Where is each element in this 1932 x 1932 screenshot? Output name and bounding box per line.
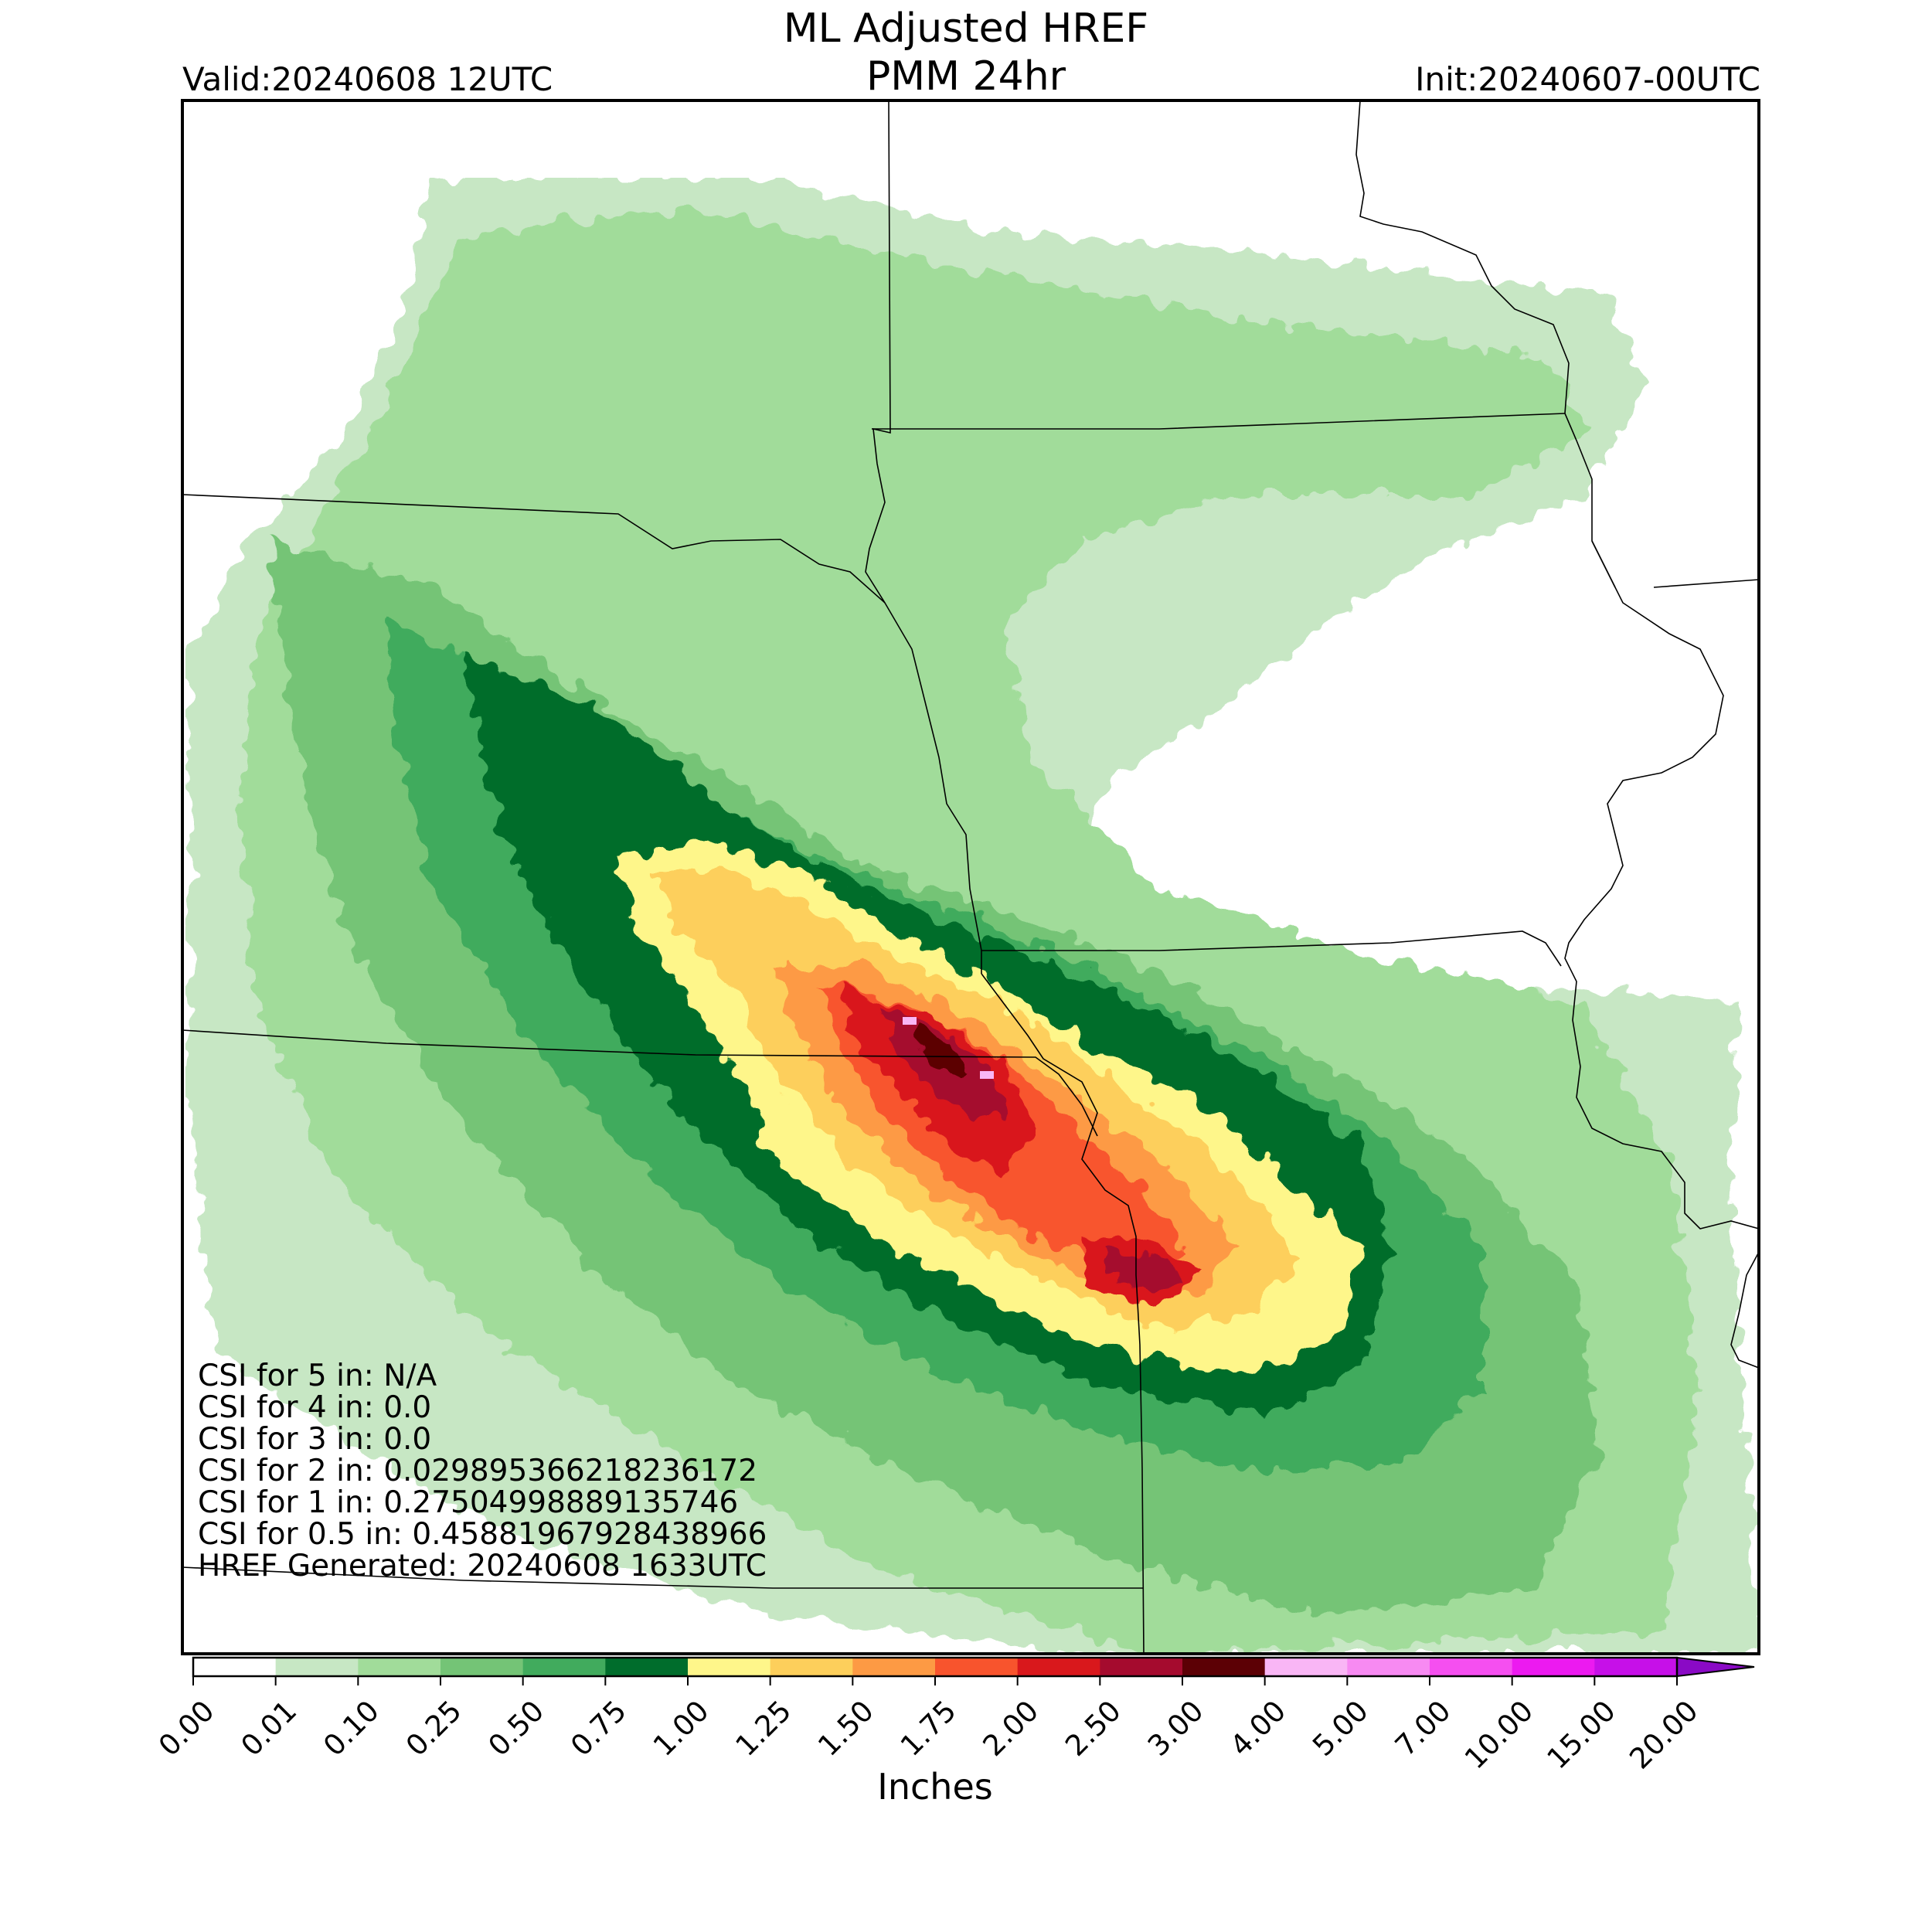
colorbar-tick-label: 1.50 bbox=[811, 1694, 880, 1763]
colorbar-segment bbox=[1430, 1658, 1513, 1676]
colorbar-segment bbox=[1512, 1658, 1595, 1676]
colorbar-segment bbox=[275, 1658, 359, 1676]
state-borders bbox=[182, 100, 1759, 1654]
colorbar-segment bbox=[935, 1658, 1019, 1676]
colorbar-tick-label: 2.50 bbox=[1059, 1694, 1128, 1763]
colorbar-segments bbox=[192, 1656, 1755, 1678]
colorbar-tick-label: 15.00 bbox=[1541, 1694, 1622, 1775]
precipitation-field bbox=[182, 100, 1759, 1654]
state-border-wi-il bbox=[1653, 579, 1759, 588]
colorbar-tick-label: 0.50 bbox=[482, 1694, 551, 1763]
csi-stats-block: CSI for 5 in: N/A CSI for 4 in: 0.0 CSI fo… bbox=[198, 1360, 767, 1582]
csi-05in: CSI for 0.5 in: 0.45881967928438966 bbox=[198, 1517, 767, 1552]
state-border-ia-east bbox=[1564, 540, 1759, 1230]
colorbar-tick-label: 4.00 bbox=[1224, 1694, 1293, 1763]
colorbar-tick-label: 0.01 bbox=[235, 1694, 304, 1763]
state-border-ne-ia bbox=[981, 973, 1137, 1275]
colorbar-segment bbox=[605, 1658, 689, 1676]
colorbar-ticks: 0.00 0.01 0.10 0.25 0.50 0.75 1.00 1.25 1.50 1.75… bbox=[152, 1676, 1705, 1776]
colorbar-tick-label: 1.00 bbox=[647, 1694, 716, 1763]
colorbar-segment bbox=[770, 1658, 853, 1676]
colorbar-extend-arrow bbox=[1676, 1656, 1755, 1678]
colorbar-segment bbox=[358, 1658, 441, 1676]
precip-max-cell bbox=[980, 1071, 994, 1079]
precip-band-3.00 bbox=[920, 1028, 966, 1074]
state-border-nd-sd bbox=[182, 494, 886, 604]
csi-2in: CSI for 2 in: 0.029895366218236172 bbox=[198, 1454, 758, 1488]
precip-max-cell bbox=[903, 1017, 917, 1025]
colorbar-tick-label: 0.10 bbox=[317, 1694, 386, 1763]
colorbar-title: Inches bbox=[877, 1766, 993, 1808]
colorbar-tick-label: 0.25 bbox=[400, 1694, 468, 1763]
colorbar-segment bbox=[193, 1658, 277, 1676]
colorbar-segment bbox=[1594, 1658, 1678, 1676]
csi-3in: CSI for 3 in: 0.0 bbox=[198, 1422, 432, 1457]
map-border bbox=[181, 99, 1760, 1655]
colorbar-tick-label: 7.00 bbox=[1389, 1694, 1458, 1763]
colorbar-segment bbox=[1347, 1658, 1430, 1676]
state-border-mn-wi bbox=[1355, 100, 1616, 588]
csi-4in: CSI for 4 in: 0.0 bbox=[198, 1390, 432, 1425]
colorbar-tick-label: 1.75 bbox=[894, 1694, 963, 1763]
state-border-mn-sd-line bbox=[865, 100, 982, 974]
init-time-label: Init:20240607-00UTC bbox=[1415, 60, 1760, 98]
colorbar-segment bbox=[688, 1658, 771, 1676]
csi-5in: CSI for 5 in: N/A bbox=[198, 1359, 437, 1393]
state-border-mn-ia bbox=[872, 413, 1566, 430]
colorbar-segment bbox=[1017, 1658, 1100, 1676]
state-border-ks-mo bbox=[1135, 1274, 1145, 1654]
colorbar-tick-label: 2.00 bbox=[977, 1694, 1046, 1763]
csi-1in: CSI for 1 in: 0.27504998889135746 bbox=[198, 1485, 739, 1520]
colorbar-segment bbox=[852, 1658, 936, 1676]
colorbar-segment bbox=[1100, 1658, 1183, 1676]
colorbar-tick-label: 5.00 bbox=[1306, 1694, 1375, 1763]
map-title-line-1: ML Adjusted HREF bbox=[783, 5, 1149, 52]
colorbar-tick-label: 10.00 bbox=[1458, 1694, 1539, 1775]
colorbar-tick-label: 3.00 bbox=[1141, 1694, 1210, 1763]
state-border-sd-ne bbox=[182, 1029, 1098, 1137]
colorbar-tick-label: 0.00 bbox=[152, 1694, 221, 1763]
colorbar-segment bbox=[1264, 1658, 1348, 1676]
state-border-ia-mo bbox=[981, 930, 1562, 967]
colorbar-tick-label: 20.00 bbox=[1623, 1694, 1704, 1775]
colorbar-segment bbox=[440, 1658, 524, 1676]
valid-time-label: Valid:20240608 12UTC bbox=[182, 60, 553, 98]
map-title-line-2: PMM 24hr bbox=[866, 53, 1066, 100]
colorbar-tick-label: 1.25 bbox=[730, 1694, 798, 1763]
state-border-mo-il bbox=[1730, 1251, 1759, 1369]
colorbar-segment bbox=[1182, 1658, 1266, 1676]
href-generated: HREF Generated: 20240608 1633UTC bbox=[198, 1549, 767, 1583]
colorbar-segment bbox=[522, 1658, 606, 1676]
state-border-ne-ks bbox=[182, 1566, 1144, 1589]
precip-band-2.50 bbox=[881, 1005, 1182, 1291]
colorbar-tick-label: 0.75 bbox=[564, 1694, 633, 1763]
